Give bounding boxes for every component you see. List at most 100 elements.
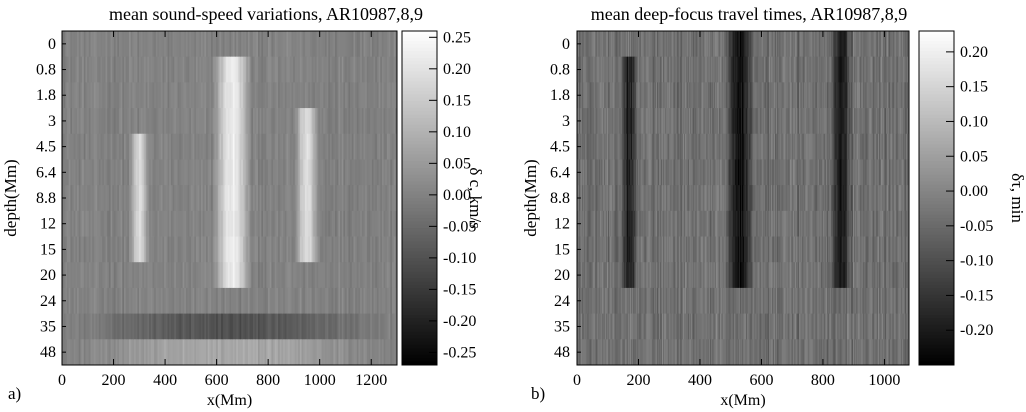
heatmap-cell bbox=[688, 56, 690, 83]
heatmap-cell bbox=[601, 159, 604, 186]
heatmap-cell bbox=[793, 56, 796, 83]
heatmap-cell bbox=[713, 82, 716, 109]
heatmap-cell bbox=[891, 56, 893, 83]
heatmap-cell bbox=[209, 210, 212, 237]
heatmap-cell bbox=[257, 133, 261, 160]
heatmap-cell bbox=[184, 210, 187, 237]
heatmap-cell bbox=[365, 313, 368, 340]
heatmap-cell bbox=[644, 82, 646, 109]
heatmap-cell bbox=[137, 56, 140, 83]
heatmap-cell bbox=[833, 159, 835, 186]
heatmap-cell bbox=[70, 133, 73, 160]
heatmap-cell bbox=[776, 82, 778, 109]
heatmap-cell bbox=[760, 82, 763, 109]
heatmap-cell bbox=[175, 313, 178, 340]
heatmap-cell bbox=[769, 159, 772, 186]
heatmap-cell bbox=[636, 56, 638, 83]
heatmap-cell bbox=[211, 210, 214, 237]
heatmap-cell bbox=[75, 31, 78, 58]
heatmap-cell bbox=[303, 133, 306, 160]
heatmap-cell bbox=[236, 185, 239, 212]
colorbar-step bbox=[402, 41, 437, 45]
heatmap-cell bbox=[784, 185, 786, 212]
heatmap-cell bbox=[154, 313, 157, 340]
heatmap-cell bbox=[165, 159, 168, 186]
heatmap-cell bbox=[326, 339, 329, 366]
heatmap-cell bbox=[336, 210, 339, 237]
colorbar-step bbox=[402, 51, 437, 55]
heatmap-cell bbox=[391, 313, 395, 340]
heatmap-cell bbox=[67, 159, 70, 186]
heatmap-cell bbox=[657, 56, 660, 83]
heatmap-cell bbox=[112, 313, 115, 340]
heatmap-cell bbox=[859, 108, 861, 135]
heatmap-cell bbox=[165, 262, 168, 289]
heatmap-cell bbox=[713, 108, 716, 135]
heatmap-cell bbox=[902, 133, 905, 160]
heatmap-cell bbox=[857, 82, 859, 109]
heatmap-cell bbox=[140, 159, 143, 186]
heatmap-cell bbox=[806, 31, 808, 58]
heatmap-cell bbox=[293, 133, 296, 160]
heatmap-cell bbox=[150, 133, 153, 160]
heatmap-cell bbox=[93, 31, 96, 58]
heatmap-cell bbox=[90, 159, 93, 186]
heatmap-cell bbox=[180, 210, 184, 237]
heatmap-cell bbox=[867, 159, 869, 186]
heatmap-cell bbox=[854, 159, 856, 186]
heatmap-cell bbox=[863, 82, 865, 109]
heatmap-cell bbox=[308, 185, 311, 212]
heatmap-cell bbox=[883, 31, 885, 58]
heatmap-cell bbox=[294, 262, 297, 289]
colorbar-step bbox=[402, 314, 437, 319]
heatmap-cell bbox=[896, 133, 898, 160]
heatmap-cell bbox=[764, 108, 767, 135]
heatmap-cell bbox=[271, 313, 274, 340]
heatmap-cell bbox=[264, 313, 267, 340]
heatmap-cell bbox=[688, 133, 690, 160]
colorbar-step bbox=[402, 191, 437, 196]
heatmap-cell bbox=[796, 31, 799, 58]
heatmap-cell bbox=[87, 313, 90, 340]
heatmap-cell bbox=[92, 210, 95, 237]
heatmap-cell bbox=[600, 133, 603, 160]
heatmap-cell bbox=[669, 159, 671, 186]
heatmap-cell bbox=[144, 210, 147, 237]
heatmap-cell bbox=[103, 287, 106, 315]
heatmap-cell bbox=[167, 159, 170, 186]
heatmap-cell bbox=[110, 185, 113, 212]
heatmap-cell bbox=[190, 108, 194, 135]
heatmap-cell bbox=[802, 159, 804, 186]
heatmap-cell bbox=[668, 108, 670, 135]
heatmap-cell bbox=[98, 56, 101, 83]
heatmap-cell bbox=[383, 287, 386, 315]
heatmap-cell bbox=[651, 159, 654, 186]
heatmap-cell bbox=[897, 31, 900, 58]
heatmap-cell bbox=[77, 185, 80, 212]
heatmap-cell bbox=[744, 56, 746, 83]
heatmap-cell bbox=[627, 31, 630, 58]
heatmap-cell bbox=[761, 185, 764, 212]
heatmap-cell bbox=[355, 262, 358, 289]
heatmap-cell bbox=[368, 210, 371, 237]
heatmap-cell bbox=[321, 159, 324, 186]
heatmap-cell bbox=[221, 287, 224, 315]
heatmap-cell bbox=[768, 133, 771, 160]
heatmap-cell bbox=[787, 185, 790, 212]
heatmap-cell bbox=[591, 108, 593, 135]
heatmap-cell bbox=[755, 31, 757, 58]
heatmap-cell bbox=[281, 339, 284, 366]
heatmap-cell bbox=[269, 82, 272, 109]
heatmap-cell bbox=[286, 210, 289, 237]
heatmap-cell bbox=[199, 339, 202, 366]
heatmap-cell bbox=[341, 56, 344, 83]
heatmap-cell bbox=[712, 82, 715, 109]
heatmap-cell bbox=[149, 56, 152, 83]
heatmap-cell bbox=[869, 185, 872, 212]
heatmap-cell bbox=[340, 133, 343, 160]
heatmap-cell bbox=[832, 82, 834, 109]
heatmap-cell bbox=[627, 185, 630, 212]
heatmap-cell bbox=[761, 82, 764, 109]
heatmap-cell bbox=[217, 339, 220, 366]
heatmap-cell bbox=[211, 287, 214, 315]
